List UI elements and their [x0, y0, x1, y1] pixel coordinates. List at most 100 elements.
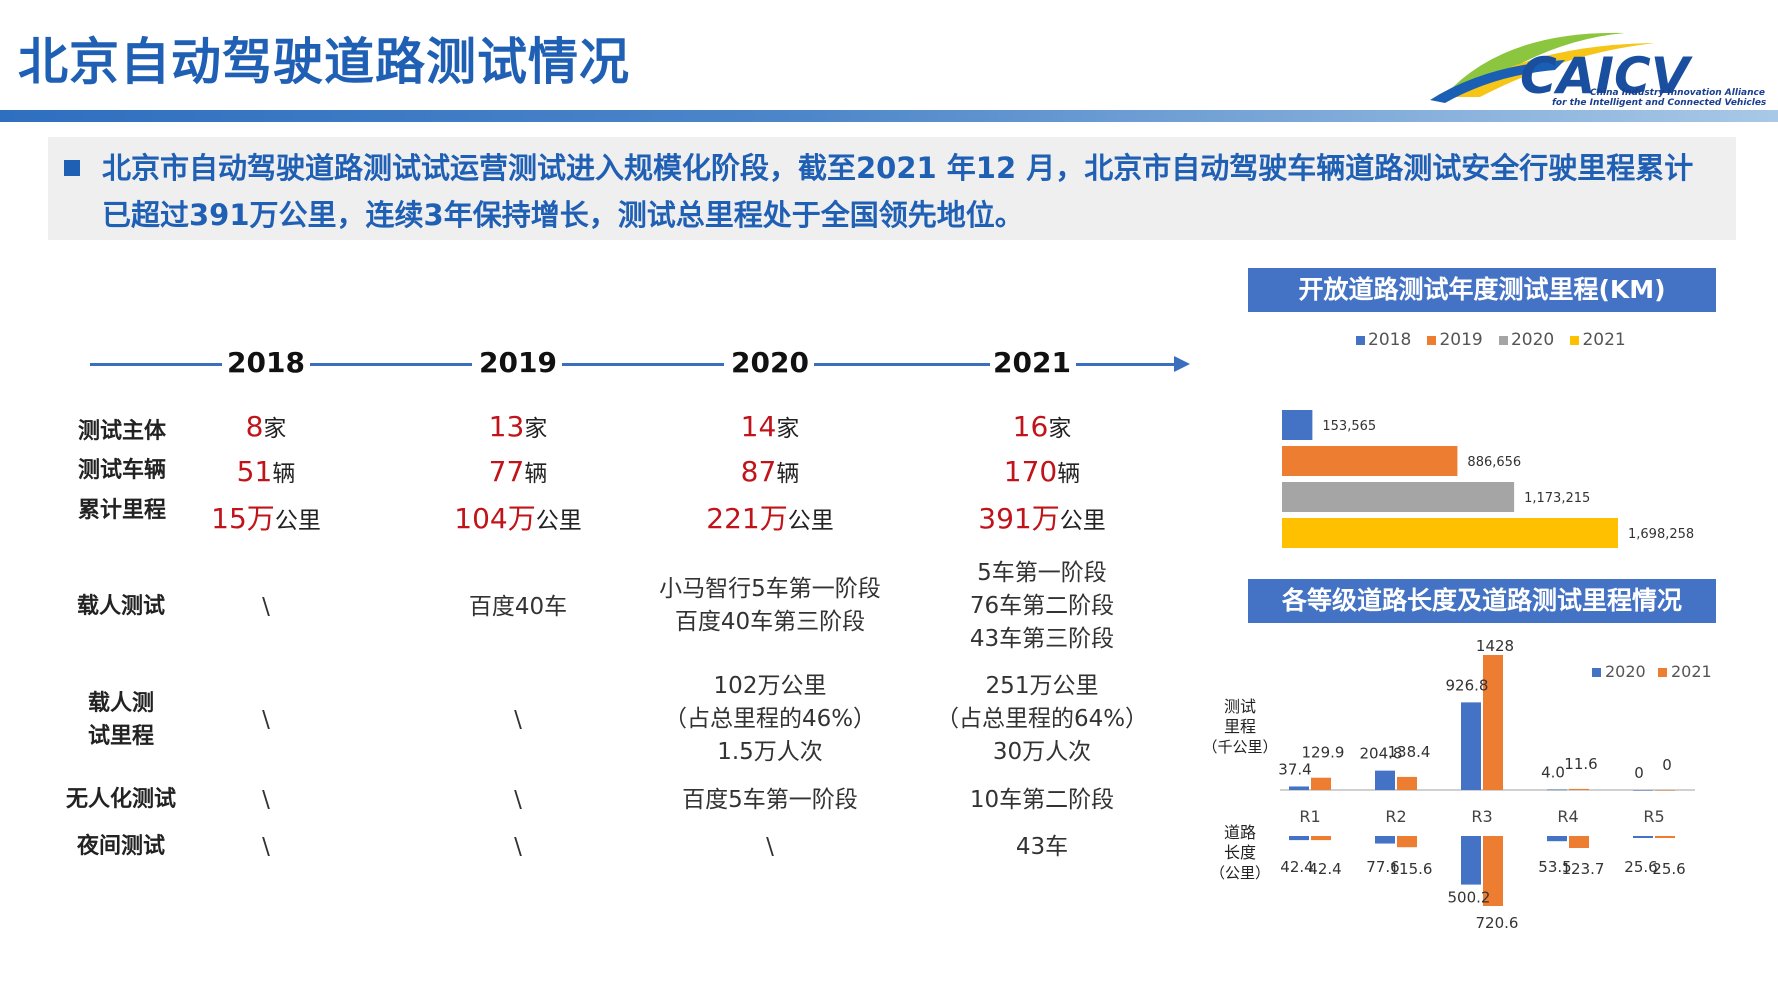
road-bar-2020-R4: [1547, 836, 1567, 842]
road-label-2020-R1: 42.4: [1280, 858, 1313, 876]
test-label-2020-R4: 4.0: [1541, 764, 1565, 782]
logo-subtitle-1: China Industry Innovation Alliance: [1590, 88, 1765, 98]
legend-label: 2020: [1510, 330, 1555, 350]
manned_mileage-line: （占总里程的64%）: [935, 706, 1149, 732]
cell-unmanned-2019: \: [388, 784, 648, 817]
bar-label-2018: 153,565: [1322, 419, 1376, 434]
cell-vehicles-2020: 87辆: [640, 455, 900, 491]
manned-line: 5车第一阶段: [977, 560, 1107, 586]
road-label-2020-R3: 500.2: [1448, 889, 1491, 907]
row-label-manned-mileage-text: 载人测试里程: [87, 691, 154, 749]
bar-2021: [1282, 518, 1618, 548]
night-text: \: [514, 834, 522, 860]
road-label-2021-R5: 25.6: [1652, 860, 1685, 878]
logo-text: CAICV: [1520, 47, 1693, 105]
unmanned-text: \: [262, 787, 270, 813]
road-label-2021-R4: 123.7: [1562, 860, 1605, 878]
subjects-value: 14: [740, 410, 777, 443]
cell-night-2020: \: [640, 831, 900, 864]
cell-unmanned-2020: 百度5车第一阶段: [640, 784, 900, 817]
timeline-line: [562, 363, 724, 366]
summary-bullet: [64, 160, 80, 176]
category-label-R2: R2: [1385, 807, 1406, 826]
legend-item-2021: 2021: [1570, 330, 1626, 350]
manned-line: \: [262, 594, 270, 620]
mileage-value: 221万: [706, 502, 788, 535]
cell-night-2019: \: [388, 831, 648, 864]
test-bar-2021-R3: [1483, 655, 1503, 790]
legend-label-2020: 2020: [1605, 662, 1646, 681]
cell-night-2021: 43车: [912, 831, 1172, 864]
legend-item-2018: 2018: [1356, 330, 1411, 350]
upper-axis-label-1: 测试: [1224, 697, 1256, 716]
test-label-2021-R3: 1428: [1476, 640, 1514, 655]
year-2020: 2020: [731, 346, 809, 379]
lower-axis-label-2: 长度: [1224, 843, 1256, 862]
test-bar-2021-R1: [1311, 777, 1331, 790]
legend-item-2020: 2020: [1498, 330, 1555, 350]
subjects-value: 16: [1012, 410, 1049, 443]
road-label-2021-R3: 720.6: [1476, 914, 1519, 932]
upper-axis-label-2: 里程: [1224, 717, 1256, 736]
bar-2018: [1282, 410, 1313, 440]
mileage-unit: 公里: [1059, 508, 1106, 534]
road-label-2020-R2: 77.6: [1366, 858, 1399, 876]
test-label-2021-R5: 0: [1662, 756, 1672, 774]
legend-swatch: [1427, 335, 1437, 345]
legend-item-2019: 2019: [1427, 330, 1483, 350]
legend-label: 2021: [1582, 330, 1626, 350]
road-label-2021-R1: 42.4: [1308, 860, 1341, 878]
cell-manned-mileage-2020: 102万公里 （占总里程的46%） 1.5万人次: [640, 670, 900, 769]
chart1-svg: 153,565 886,656 1,173,215 1,698,258: [1282, 410, 1694, 548]
mileage-unit: 公里: [274, 508, 321, 534]
test-bar-2021-R2: [1397, 776, 1417, 790]
unmanned-text: 百度5车第一阶段: [682, 787, 858, 813]
mileage-value: 104万: [454, 502, 536, 535]
vehicles-unit: 辆: [1057, 461, 1081, 487]
test-label-2020-R1: 37.4: [1278, 760, 1311, 778]
test-bar-2021-R5: [1655, 790, 1675, 791]
test-bar-2020-R4: [1547, 789, 1567, 791]
night-text: \: [766, 834, 774, 860]
timeline-line: [1076, 363, 1180, 366]
vehicles-value: 77: [488, 455, 525, 488]
category-label-R5: R5: [1643, 807, 1664, 826]
legend-swatch-2021: [1658, 668, 1667, 677]
year-2021: 2021: [993, 346, 1071, 379]
legend-swatch: [1356, 335, 1365, 345]
cell-manned-2020: 小马智行5车第一阶段 百度40车第三阶段: [640, 573, 900, 639]
chart2-title: 各等级道路长度及道路测试里程情况: [1248, 579, 1716, 623]
category-label-R1: R1: [1299, 807, 1320, 826]
cell-mileage-2019: 104万公里: [388, 502, 648, 538]
cell-manned-2018: \: [136, 591, 396, 624]
cell-night-2018: \: [136, 831, 396, 864]
manned-line: 百度40车: [468, 594, 568, 620]
test-bar-2020-R5: [1633, 790, 1653, 791]
test-label-2020-R2: 204.8: [1360, 745, 1403, 763]
road-bar-2021-R5: [1655, 836, 1675, 838]
test-bar-2020-R1: [1289, 786, 1309, 790]
row-label-unmanned: 无人化测试: [65, 787, 176, 812]
subjects-unit: 家: [776, 416, 800, 442]
manned_mileage-line: 251万公里: [985, 673, 1099, 699]
legend-label: 2018: [1368, 330, 1412, 350]
legend-label-2021: 2021: [1671, 662, 1712, 681]
upper-axis-label-3: （千公里）: [1210, 738, 1278, 756]
cell-manned-2021: 5车第一阶段 76车第二阶段 43车第三阶段: [912, 557, 1172, 656]
summary-box: [48, 137, 1736, 240]
category-label-R3: R3: [1471, 807, 1492, 826]
vehicles-unit: 辆: [272, 461, 296, 487]
road-bar-2020-R5: [1633, 836, 1653, 838]
unmanned-text: 10车第二阶段: [969, 787, 1115, 813]
row-label-night: 夜间测试: [76, 834, 165, 859]
row-label-vehicles: 测试车辆: [77, 458, 166, 483]
cell-vehicles-2021: 170辆: [912, 455, 1172, 491]
cell-subjects-2021: 16家: [912, 410, 1172, 446]
manned_mileage-line: 1.5万人次: [717, 739, 823, 765]
year-2019: 2019: [479, 346, 557, 379]
legend-swatch-2020: [1592, 668, 1601, 677]
bar-label-2020: 1,173,215: [1524, 491, 1590, 506]
page-title: 北京自动驾驶道路测试情况: [18, 33, 630, 91]
bar-2019: [1282, 446, 1458, 476]
road-bar-2021-R2: [1397, 836, 1417, 848]
